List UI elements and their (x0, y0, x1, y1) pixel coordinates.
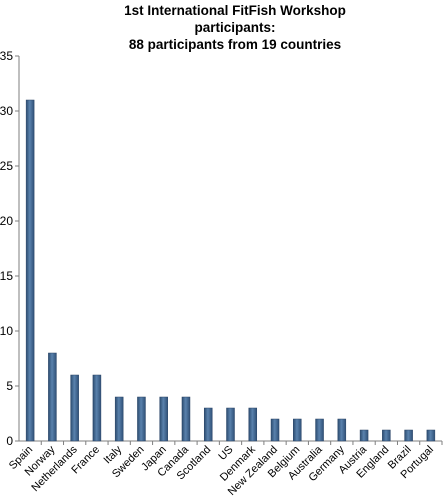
y-tick-label: 35 (0, 49, 13, 63)
bar-canada (181, 396, 191, 442)
chart-title-line-3: 88 participants from 19 countries (128, 37, 342, 52)
y-tick-label: 20 (0, 214, 13, 228)
bar-australia (315, 418, 324, 442)
y-tick-label: 15 (0, 269, 13, 283)
chart-title-line-2: participants: (194, 20, 276, 35)
bar-scotland (203, 407, 213, 442)
bar-spain (25, 99, 35, 442)
bar-austria (359, 429, 369, 442)
chart-title-line-1: 1st International FitFish Workshop (124, 3, 346, 18)
y-tick-label: 25 (0, 159, 13, 173)
bar-england (382, 429, 391, 442)
bar-netherlands (70, 374, 79, 442)
bar-norway (48, 352, 57, 442)
bar-brazil (404, 429, 413, 442)
bar-france (92, 374, 102, 442)
bar-germany (337, 418, 347, 442)
y-tick-label: 10 (0, 324, 13, 338)
y-tick-label: 0 (6, 434, 13, 448)
bar-sweden (137, 396, 146, 442)
y-tick-label: 30 (0, 104, 13, 118)
chart-title: 1st International FitFish Workshop parti… (60, 2, 410, 53)
bar-us (226, 407, 235, 442)
bar-portugal (426, 429, 436, 442)
y-tick-label: 5 (6, 379, 13, 393)
bar-denmark (248, 407, 258, 442)
bar-italy (114, 396, 124, 442)
bar-new-zealand (270, 418, 280, 442)
bar-belgium (293, 418, 302, 442)
bar-japan (159, 396, 168, 442)
